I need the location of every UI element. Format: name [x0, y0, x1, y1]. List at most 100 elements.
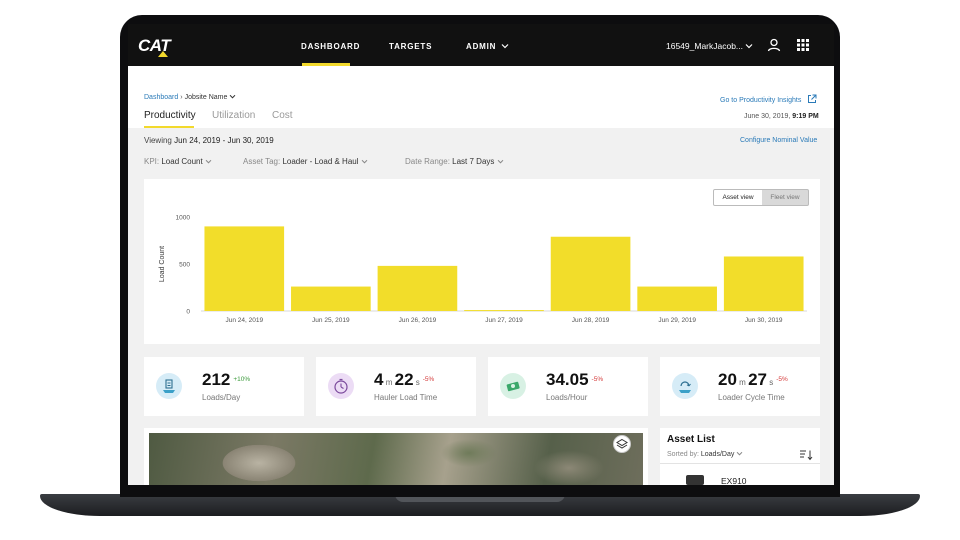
asset-thumbnail [686, 475, 704, 485]
kpi-seconds-unit: s [769, 378, 774, 387]
x-tick-label: Jun 29, 2019 [658, 317, 696, 324]
asset-sort-label: Sorted by: [667, 451, 699, 458]
breadcrumb-dashboard[interactable]: Dashboard [144, 94, 179, 101]
kpi-value-number: 212 [202, 370, 231, 389]
sort-icon[interactable] [799, 449, 813, 461]
breadcrumb: Dashboard › Jobsite Name [144, 94, 236, 101]
nav-admin-label: ADMIN [466, 42, 497, 51]
chevron-down-icon [745, 44, 753, 49]
current-date: June 30, 2019, [744, 113, 791, 120]
kpi-label-loader-cycle-time: Loader Cycle Time [718, 393, 785, 402]
kpi-value-loads-day: 212 +10% [202, 370, 250, 390]
date-range-filter[interactable]: Date Range: Last 7 Days [405, 157, 504, 166]
bar-3 [377, 265, 458, 311]
tab-utilization[interactable]: Utilization [212, 110, 256, 121]
kpi-card-loads-day[interactable]: 212 +10% Loads/Day [144, 357, 304, 416]
kpi-minutes-unit: m [739, 378, 746, 387]
kpi-card-hauler-load-time[interactable]: 4 m 22 s -5% Hauler Load Time [316, 357, 476, 416]
nav-dashboard[interactable]: DASHBOARD [301, 42, 361, 51]
load-count-chart: Load Count 0 500 1000 Jun 24, 2019 Jun 25, 20… [159, 215, 807, 324]
x-tick-label: Jun 24, 2019 [225, 317, 263, 324]
user-icon[interactable] [767, 38, 781, 52]
kpi-value-loader-cycle-time: 20 m 27 s -5% [718, 370, 788, 390]
current-datetime: June 30, 2019, 9:19 PM [744, 113, 819, 120]
configure-nominal-link[interactable]: Configure Nominal Value [740, 137, 818, 144]
chevron-down-icon [497, 159, 503, 164]
asset-view-button[interactable]: Asset view [714, 190, 762, 205]
load-count-chart-card: Asset view Fleet view Load Count 0 500 1000… [144, 179, 820, 344]
x-tick-label: Jun 25, 2019 [312, 317, 350, 324]
productivity-insights-link[interactable]: Go to Productivity Insights [720, 94, 817, 104]
breadcrumb-jobsite[interactable]: Jobsite Name [184, 94, 228, 101]
nav-targets[interactable]: TARGETS [389, 42, 433, 51]
asset-sort-value: Loads/Day [700, 451, 735, 458]
asset-list-title: Asset List [667, 434, 715, 445]
breadcrumb-separator-icon: › [180, 94, 183, 101]
productivity-insights-label: Go to Productivity Insights [720, 97, 802, 104]
viewing-dates: Jun 24, 2019 - Jun 30, 2019 [174, 136, 274, 145]
y-tick-label: 1000 [176, 215, 191, 222]
kpi-change: -5% [776, 376, 788, 383]
kpi-change: -5% [591, 376, 604, 383]
fleet-view-button[interactable]: Fleet view [770, 194, 800, 201]
layers-icon [616, 438, 628, 449]
chevron-down-icon [229, 94, 236, 99]
bar-4 [464, 310, 544, 312]
kpi-filter[interactable]: KPI: Load Count [144, 157, 212, 166]
kpi-card-loads-hour[interactable]: 34.05 -5% Loads/Hour [488, 357, 648, 416]
kpi-minutes-unit: m [385, 378, 393, 387]
x-tick-label: Jun 27, 2019 [485, 317, 523, 324]
x-tick-label: Jun 28, 2019 [572, 317, 610, 324]
asset-list-item[interactable]: EX910 [721, 476, 747, 485]
money-icon [500, 373, 526, 399]
kpi-seconds: 22 [394, 370, 414, 389]
map-layers-button[interactable] [613, 435, 631, 453]
main-content: Dashboard › Jobsite Name Productivity Util… [128, 66, 834, 485]
asset-tag-filter-label: Asset Tag: [243, 157, 281, 166]
cycle-icon [672, 373, 698, 399]
apps-grid-icon[interactable] [796, 38, 810, 52]
kpi-card-loader-cycle-time[interactable]: 20 m 27 s -5% Loader Cycle Time [660, 357, 820, 416]
logo-triangle-icon [158, 51, 168, 57]
bar-6 [637, 286, 717, 311]
asset-sort-dropdown[interactable]: Sorted by: Loads/Day [667, 451, 743, 458]
chevron-down-icon [501, 44, 509, 49]
kpi-label-hauler-load-time: Hauler Load Time [374, 393, 438, 402]
view-toggle: Asset view Fleet view [713, 189, 809, 206]
tab-cost[interactable]: Cost [272, 110, 293, 121]
viewing-prefix: Viewing [144, 136, 172, 145]
x-tick-label: Jun 26, 2019 [399, 317, 437, 324]
bar-5 [550, 236, 631, 311]
x-tick-label: Jun 30, 2019 [745, 317, 783, 324]
kpi-seconds-unit: s [415, 378, 420, 387]
tab-productivity[interactable]: Productivity [144, 110, 196, 121]
top-navbar: CAT DASHBOARD TARGETS ADMIN 16549_MarkJa… [128, 24, 834, 66]
kpi-minutes: 20 [718, 370, 737, 389]
asset-tag-filter[interactable]: Asset Tag: Loader - Load & Haul [243, 157, 368, 166]
y-tick-label: 0 [186, 309, 190, 316]
loads-day-icon [156, 373, 182, 399]
stopwatch-icon [328, 373, 354, 399]
kpi-minutes: 4 [374, 370, 384, 389]
map-card [144, 428, 648, 485]
kpi-filter-label: KPI: [144, 157, 160, 166]
kpi-value-number: 34.05 [546, 370, 589, 389]
cat-logo[interactable]: CAT [138, 36, 171, 55]
viewing-range: Viewing Jun 24, 2019 - Jun 30, 2019 [144, 136, 274, 145]
tab-active-indicator [144, 126, 194, 128]
laptop-base [40, 494, 920, 516]
current-time: 9:19 PM [792, 113, 819, 120]
date-range-filter-value: Last 7 Days [452, 157, 495, 166]
user-name: 16549_MarkJacob... [666, 41, 744, 51]
kpi-label-loads-day: Loads/Day [202, 393, 241, 402]
kpi-filter-value: Load Count [161, 157, 203, 166]
y-axis-label: Load Count [159, 246, 166, 282]
nav-admin[interactable]: ADMIN [466, 42, 509, 51]
nav-active-indicator [302, 63, 350, 66]
jobsite-satellite-map[interactable] [149, 433, 643, 485]
asset-tag-filter-value: Loader - Load & Haul [282, 157, 359, 166]
bar-7 [723, 256, 804, 311]
screen: CAT DASHBOARD TARGETS ADMIN 16549_MarkJa… [128, 24, 834, 485]
kpi-seconds: 27 [748, 370, 767, 389]
user-menu[interactable]: 16549_MarkJacob... [666, 41, 753, 51]
